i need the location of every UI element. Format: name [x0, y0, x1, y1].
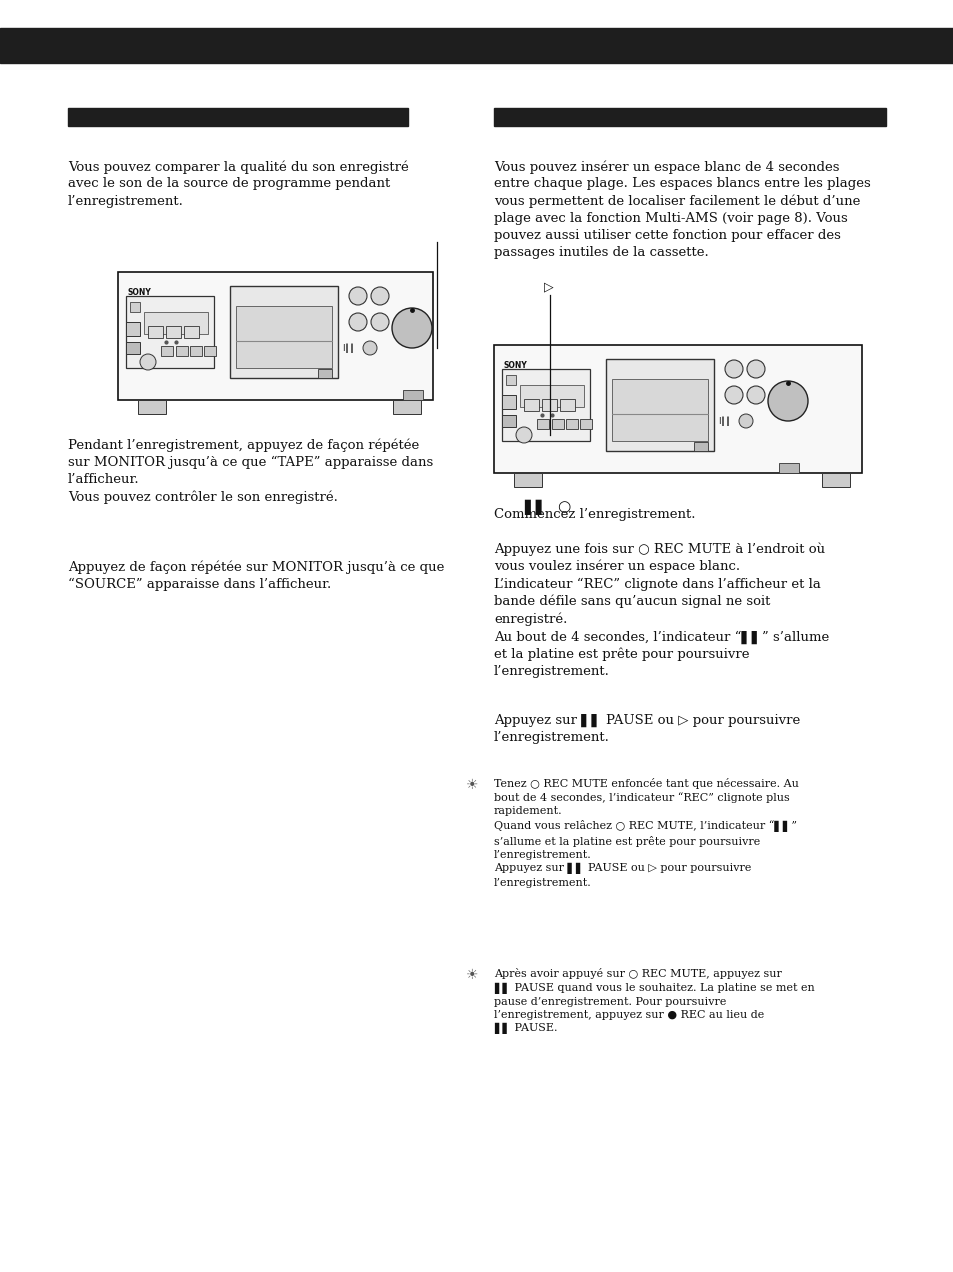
Bar: [605, 359, 713, 452]
Bar: [579, 418, 592, 429]
Circle shape: [349, 313, 367, 331]
Bar: [541, 399, 557, 411]
Text: I║║: I║║: [341, 343, 354, 352]
Bar: [552, 418, 563, 429]
Bar: [505, 375, 516, 385]
Text: ☀: ☀: [465, 778, 478, 792]
Bar: [501, 369, 589, 441]
Bar: [501, 415, 516, 427]
Bar: [523, 399, 538, 411]
Text: Tenez ○ REC MUTE enfoncée tant que nécessaire. Au
bout de 4 secondes, l’indicate: Tenez ○ REC MUTE enfoncée tant que néces…: [494, 778, 798, 888]
Bar: [612, 379, 707, 441]
Bar: [565, 418, 578, 429]
Text: Commencez l’enregistrement.: Commencez l’enregistrement.: [494, 508, 695, 522]
Text: ☀: ☀: [465, 968, 478, 982]
Bar: [190, 346, 202, 356]
Bar: [393, 399, 420, 413]
Circle shape: [516, 427, 532, 443]
Circle shape: [371, 313, 389, 331]
Bar: [68, 108, 408, 126]
Bar: [166, 326, 181, 338]
Bar: [130, 301, 140, 312]
Bar: [138, 399, 166, 413]
Bar: [161, 346, 172, 356]
Bar: [317, 369, 332, 378]
Text: ▌▌: ▌▌: [524, 500, 547, 515]
Bar: [514, 473, 541, 487]
Text: SONY: SONY: [503, 361, 527, 370]
Circle shape: [371, 287, 389, 305]
Bar: [0, 28, 953, 64]
Text: Appuyez sur ▌▌ PAUSE ou ▷ pour poursuivre
l’enregistrement.: Appuyez sur ▌▌ PAUSE ou ▷ pour poursuivr…: [494, 714, 800, 744]
Circle shape: [746, 360, 764, 378]
Bar: [693, 441, 707, 452]
Bar: [779, 463, 799, 473]
Bar: [148, 326, 163, 338]
Text: Appuyez de façon répétée sur MONITOR jusqu’à ce que
“SOURCE” apparaisse dans l’a: Appuyez de façon répétée sur MONITOR jus…: [68, 560, 444, 590]
Circle shape: [746, 385, 764, 404]
Text: I║║: I║║: [717, 416, 729, 426]
Text: Pendant l’enregistrement, appuyez de façon répétée
sur MONITOR jusqu’à ce que “T: Pendant l’enregistrement, appuyez de faç…: [68, 438, 433, 504]
Text: SONY: SONY: [128, 287, 152, 296]
Circle shape: [724, 360, 742, 378]
Circle shape: [739, 413, 752, 427]
Bar: [126, 322, 140, 336]
Text: ▷: ▷: [543, 280, 553, 293]
Text: Vous pouvez comparer la qualité du son enregistré
avec le son de la source de pr: Vous pouvez comparer la qualité du son e…: [68, 160, 408, 207]
Bar: [184, 326, 199, 338]
Bar: [144, 312, 208, 335]
Bar: [494, 108, 885, 126]
Bar: [559, 399, 575, 411]
Circle shape: [140, 354, 156, 370]
Bar: [537, 418, 548, 429]
Text: Vous pouvez insérer un espace blanc de 4 secondes
entre chaque plage. Les espace: Vous pouvez insérer un espace blanc de 4…: [494, 160, 870, 259]
Bar: [235, 307, 332, 368]
Circle shape: [724, 385, 742, 404]
Circle shape: [392, 308, 432, 349]
Bar: [118, 272, 433, 399]
Circle shape: [349, 287, 367, 305]
Bar: [402, 391, 422, 399]
Bar: [126, 296, 213, 368]
Bar: [519, 385, 583, 407]
Bar: [501, 396, 516, 410]
Bar: [230, 286, 337, 378]
Circle shape: [767, 382, 807, 421]
Text: Appuyez une fois sur ○ REC MUTE à l’endroit où
vous voulez insérer un espace bla: Appuyez une fois sur ○ REC MUTE à l’endr…: [494, 542, 828, 678]
Text: ○: ○: [557, 500, 570, 514]
Bar: [204, 346, 215, 356]
Bar: [821, 473, 849, 487]
Bar: [126, 342, 140, 354]
Text: Après avoir appuyé sur ○ REC MUTE, appuyez sur
▌▌ PAUSE quand vous le souhaitez.: Après avoir appuyé sur ○ REC MUTE, appuy…: [494, 968, 814, 1034]
Bar: [175, 346, 188, 356]
Circle shape: [363, 341, 376, 355]
Bar: [494, 345, 862, 473]
